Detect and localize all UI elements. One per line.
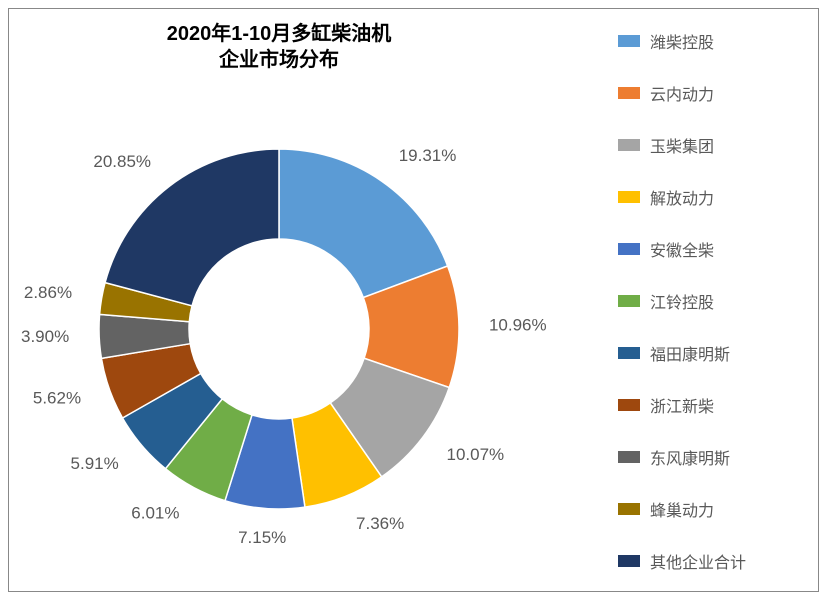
- legend-swatch-0: [618, 35, 640, 47]
- legend-swatch-6: [618, 347, 640, 359]
- legend-label-5: 江铃控股: [650, 289, 714, 313]
- chart-title: 2020年1-10月多缸柴油机 企业市场分布: [9, 21, 549, 73]
- slice-label-10: 20.85%: [93, 152, 151, 171]
- legend-swatch-7: [618, 399, 640, 411]
- legend-label-8: 东风康明斯: [650, 445, 730, 469]
- legend-label-3: 解放动力: [650, 185, 714, 209]
- legend-label-4: 安徽全柴: [650, 237, 714, 261]
- donut-svg: 19.31%10.96%10.07%7.36%7.15%6.01%5.91%5.…: [49, 99, 509, 559]
- legend-label-2: 玉柴集团: [650, 133, 714, 157]
- legend: 潍柴控股云内动力玉柴集团解放动力安徽全柴江铃控股福田康明斯浙江新柴东风康明斯蜂巢…: [618, 29, 788, 573]
- legend-swatch-1: [618, 87, 640, 99]
- legend-item-3: 解放动力: [618, 185, 788, 209]
- slice-label-8: 3.90%: [21, 327, 69, 346]
- legend-item-6: 福田康明斯: [618, 341, 788, 365]
- legend-swatch-2: [618, 139, 640, 151]
- chart-title-line2: 企业市场分布: [9, 47, 549, 73]
- slice-label-1: 10.96%: [489, 316, 547, 335]
- legend-swatch-8: [618, 451, 640, 463]
- slice-label-5: 6.01%: [131, 503, 179, 522]
- slice-label-0: 19.31%: [399, 146, 457, 165]
- legend-item-10: 其他企业合计: [618, 549, 788, 573]
- donut-slices: [99, 149, 459, 509]
- legend-label-7: 浙江新柴: [650, 393, 714, 417]
- slice-label-9: 2.86%: [24, 283, 72, 302]
- legend-item-7: 浙江新柴: [618, 393, 788, 417]
- legend-label-9: 蜂巢动力: [650, 497, 714, 521]
- legend-item-5: 江铃控股: [618, 289, 788, 313]
- legend-swatch-4: [618, 243, 640, 255]
- chart-frame: 2020年1-10月多缸柴油机 企业市场分布 19.31% 10.96% 10.07…: [8, 8, 819, 592]
- legend-label-10: 其他企业合计: [650, 549, 746, 573]
- slice-label-3: 7.36%: [356, 514, 404, 533]
- legend-item-4: 安徽全柴: [618, 237, 788, 261]
- slice-label-4: 7.15%: [238, 528, 286, 547]
- legend-swatch-5: [618, 295, 640, 307]
- legend-item-2: 玉柴集团: [618, 133, 788, 157]
- legend-label-0: 潍柴控股: [650, 29, 714, 53]
- slice-label-7: 5.62%: [33, 389, 81, 408]
- legend-label-1: 云内动力: [650, 81, 714, 105]
- legend-swatch-10: [618, 555, 640, 567]
- legend-item-8: 东风康明斯: [618, 445, 788, 469]
- legend-swatch-9: [618, 503, 640, 515]
- legend-swatch-3: [618, 191, 640, 203]
- slice-label-2: 10.07%: [446, 445, 504, 464]
- legend-item-9: 蜂巢动力: [618, 497, 788, 521]
- legend-label-6: 福田康明斯: [650, 341, 730, 365]
- legend-item-1: 云内动力: [618, 81, 788, 105]
- donut-chart: 19.31%10.96%10.07%7.36%7.15%6.01%5.91%5.…: [49, 99, 509, 559]
- slice-label-6: 5.91%: [71, 454, 119, 473]
- slice-10: [105, 149, 279, 306]
- legend-item-0: 潍柴控股: [618, 29, 788, 53]
- chart-title-line1: 2020年1-10月多缸柴油机: [9, 21, 549, 47]
